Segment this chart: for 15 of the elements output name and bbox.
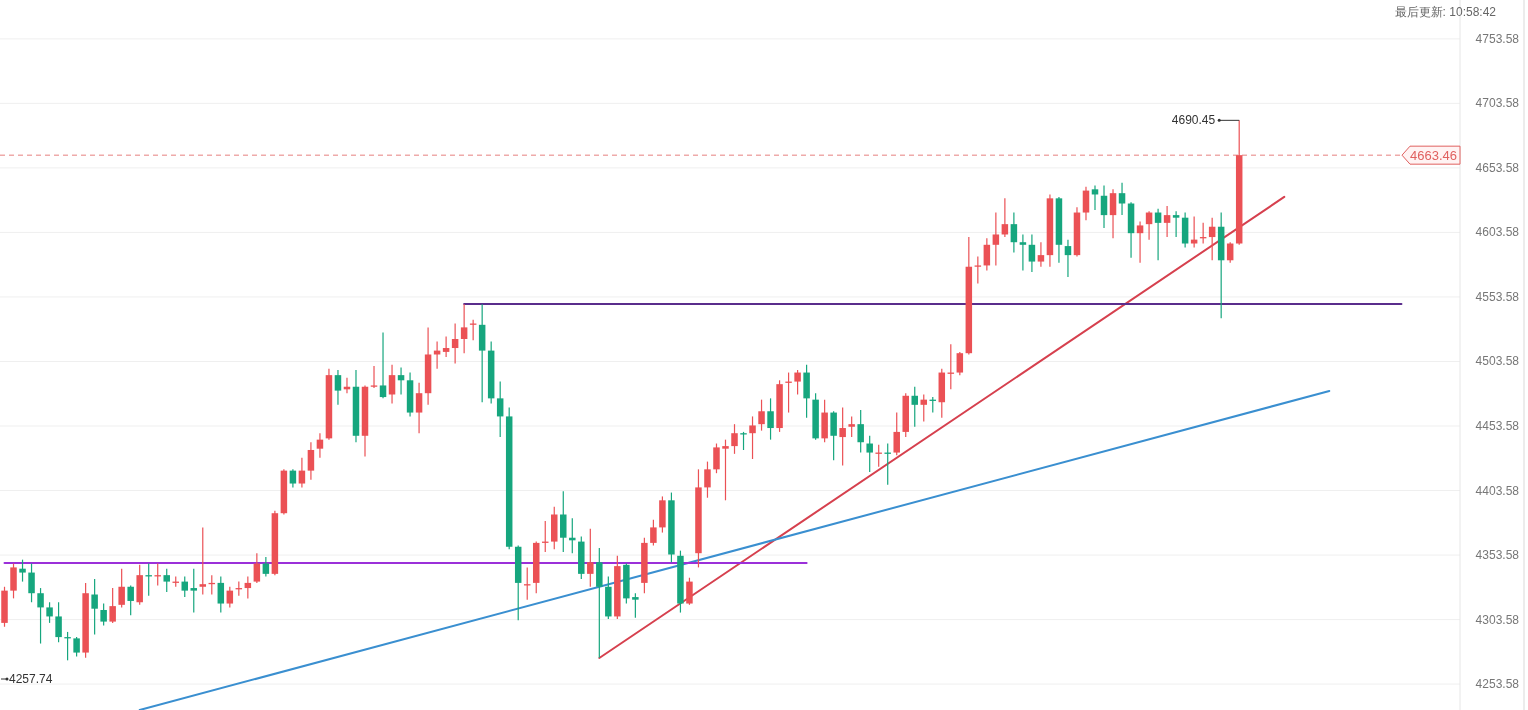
y-tick-label: 4653.58 [1475, 160, 1520, 175]
y-tick-label: 4603.58 [1475, 225, 1520, 240]
annotation: 4690.45 [1171, 113, 1216, 128]
annotation: 4257.74 [9, 672, 53, 686]
y-tick-label: 4553.58 [1475, 289, 1520, 304]
y-tick-label: 4403.58 [1475, 483, 1520, 498]
y-tick-label: 4303.58 [1475, 612, 1520, 627]
ref-line-label: 4663.46 [1410, 148, 1457, 164]
y-tick-label: 4353.58 [1475, 548, 1520, 563]
annotation: 最后更新: 10:58:42 [1394, 5, 1497, 19]
y-tick-label: 4503.58 [1475, 354, 1520, 369]
y-tick-label: 4453.58 [1475, 419, 1520, 433]
y-tick-label: 4703.58 [1475, 96, 1520, 111]
y-tick-label: 4253.58 [1475, 677, 1520, 692]
y-tick-label: 4753.58 [1475, 31, 1520, 46]
